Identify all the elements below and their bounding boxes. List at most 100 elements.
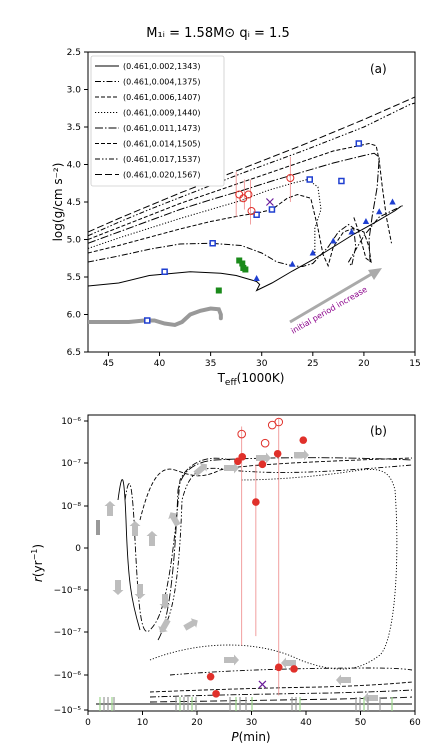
- gray-direction-arrow: [193, 463, 207, 477]
- panel-b-ytick-label: 10⁻⁷: [61, 459, 81, 469]
- panel-a-xtick-label: 40: [154, 359, 166, 369]
- gray-arrow-shape: [159, 594, 171, 609]
- gray-arrow-shape: [193, 463, 207, 477]
- legend-entries: (0.461,0.002,1343) (0.461,0.004,1375) (0.4…: [95, 62, 201, 180]
- panel-b-ytick-label: −10⁻⁸: [54, 586, 82, 596]
- gray-arrow-shape: [168, 512, 181, 527]
- blue-triangle-point: [289, 260, 296, 267]
- blue-square-point: [355, 140, 363, 147]
- panel-b-track-4: [149, 469, 398, 670]
- gray-arrow-shape: [256, 452, 271, 464]
- series-line-1: [88, 205, 403, 292]
- series-line-7: [88, 102, 415, 237]
- panel-a: 45 40 35 30 25 20 15 2.5 3.0 3.5 4.0 4.5 5.0 5.5 6.0 6.…: [51, 48, 421, 388]
- series-line-3: [88, 193, 372, 268]
- panel-b-xtick-label: 40: [300, 718, 312, 728]
- blue-triangle-point: [362, 218, 370, 224]
- panel-b-ytick-label: 10⁻⁶: [61, 417, 81, 427]
- red-open-circle: [260, 438, 270, 448]
- red-open-circle: [239, 194, 248, 203]
- panel-a-xtick-label: 20: [358, 359, 370, 369]
- panel-b-xlabel: P(min): [231, 730, 270, 744]
- blue-square-point: [253, 211, 260, 218]
- series-line-8: [88, 96, 415, 233]
- blue-triangle-point: [348, 228, 355, 235]
- panel-b-track-1: [117, 479, 141, 631]
- legend-entry-label: (0.461,0.009,1440): [123, 109, 201, 118]
- gray-track-line: [88, 306, 223, 328]
- gray-direction-arrow: [159, 594, 171, 609]
- panel-b-series-group: [95, 417, 413, 711]
- panel-a-series-group: [88, 96, 415, 328]
- panel-b-track-3: [139, 457, 413, 521]
- blue-triangle-point: [253, 275, 260, 281]
- panel-b-xtick-label: 10: [137, 718, 149, 728]
- green-square-point: [215, 287, 222, 294]
- gray-direction-arrow: [168, 512, 181, 527]
- gray-arrow-shape: [104, 501, 116, 516]
- panel-b-xtick-label: 20: [191, 718, 203, 728]
- period-arrow-shaft: [289, 270, 376, 324]
- green-square-point: [240, 265, 247, 271]
- legend-entry-label: (0.461,0.002,1343): [123, 62, 201, 71]
- panel-b-ytick-label: 10⁻⁸: [61, 502, 81, 512]
- panel-b-track-9: [149, 696, 413, 703]
- period-annotation: initial period increase: [290, 285, 369, 336]
- gray-direction-arrow: [104, 501, 116, 516]
- gray-direction-arrow: [224, 462, 239, 474]
- panel-b-track-8: [149, 689, 413, 698]
- blue-square-point: [161, 268, 168, 275]
- blue-square-point: [268, 206, 276, 213]
- legend-entry-label: (0.461,0.011,1473): [123, 124, 201, 133]
- purple-cross-point: [258, 680, 267, 689]
- panel-b-ylabel: r(yr−1): [30, 544, 45, 582]
- panel-b-xtick-label: 50: [355, 718, 367, 728]
- panel-b-ticks: 0 10 20 30 40 50 60 10⁻⁶ 10⁻⁷ 10⁻⁸ 0 −10⁻⁸ −10⁻⁷ −10⁻…: [54, 417, 421, 728]
- series-line-6: [88, 142, 392, 244]
- red-filled-circle: [212, 690, 220, 698]
- panel-b-ytick-label: −10⁻⁶: [54, 671, 82, 681]
- panel-a-ytick-label: 5.5: [67, 273, 81, 283]
- red-filled-circle: [273, 449, 282, 458]
- panel-a-xtick-label: 35: [205, 359, 216, 369]
- red-filled-circle: [274, 663, 283, 672]
- panel-a-xtick-label: 15: [409, 359, 420, 369]
- red-filled-circle: [252, 498, 260, 506]
- panel-b-xtick-label: 60: [409, 718, 421, 728]
- gray-arrow-shape: [336, 674, 351, 686]
- gray-arrow-shape: [129, 521, 141, 536]
- panel-b-plot: [95, 417, 413, 711]
- panel-a-plot: [88, 96, 415, 328]
- red-open-circle: [235, 190, 244, 199]
- blue-triangle-point: [376, 208, 383, 215]
- red-open-circle: [237, 429, 246, 439]
- red-open-circle: [247, 207, 256, 215]
- panel-b-xtick-label: 0: [85, 718, 91, 728]
- gray-direction-arrow: [224, 654, 239, 666]
- panel-a-ytick-label: 5.0: [67, 236, 82, 246]
- panel-a-ytick-label: 6.0: [67, 311, 82, 321]
- panel-a-ytick-label: 2.5: [67, 48, 81, 58]
- gray-arrow-shape: [112, 580, 124, 595]
- gray-arrow-shape: [183, 618, 198, 631]
- red-filled-circle: [238, 452, 247, 461]
- red-filled-circle: [299, 436, 308, 444]
- red-filled-circle: [258, 460, 267, 469]
- gray-arrow-shape: [363, 692, 378, 704]
- red-filled-circle: [290, 665, 298, 673]
- gray-arrow-shape: [224, 462, 239, 474]
- panel-a-ytick-label: 6.5: [67, 348, 81, 358]
- gray-direction-arrow: [146, 531, 158, 546]
- legend: (0.461,0.002,1343) (0.461,0.004,1375) (0.4…: [90, 55, 225, 187]
- legend-box: [90, 55, 225, 187]
- legend-entry-label: (0.461,0.017,1537): [123, 155, 201, 164]
- series-line-5: [88, 152, 380, 263]
- panel-a-ytick-label: 4.5: [67, 198, 81, 208]
- panel-a-label: (a): [370, 62, 387, 76]
- period-arrow: initial period increase: [289, 268, 382, 336]
- green-square-point: [239, 260, 246, 267]
- panel-b-ytick-label: −10⁻⁵: [54, 706, 82, 716]
- panel-a-ytick-label: 4.0: [67, 161, 82, 171]
- panel-b-track-5: [157, 457, 413, 641]
